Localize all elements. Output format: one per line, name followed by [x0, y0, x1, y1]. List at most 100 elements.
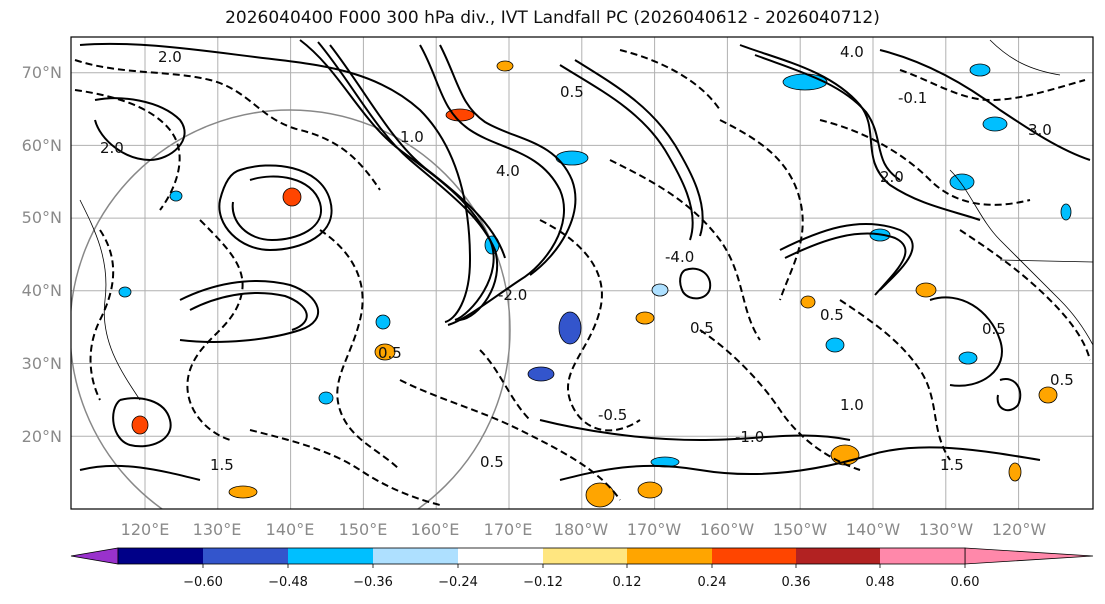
colorbar-tick-label: 0.48 [866, 575, 895, 590]
coastline [79, 199, 141, 401]
colorbar: −0.60 −0.48 −0.36 −0.24 −0.12 0.12 0.24 … [70, 547, 1094, 590]
latitude-axis: 70°N 60°N 50°N 40°N 30°N 20°N [22, 63, 62, 446]
coastlines [79, 39, 1093, 401]
contour-line [819, 119, 1031, 206]
patch-positive [637, 481, 663, 499]
contour-line [479, 349, 531, 421]
map-title: 2026040400 F000 300 hPa div., IVT Landfa… [225, 8, 880, 28]
patch-negative [949, 173, 975, 191]
lat-tick-label: 60°N [22, 136, 62, 155]
lat-tick-label: 70°N [22, 63, 62, 82]
contour-line [739, 44, 981, 221]
contour-line [89, 229, 115, 401]
contour-line [609, 159, 761, 341]
contour-label: -2.0 [498, 286, 527, 304]
gridlines [71, 37, 1093, 509]
contour-line [959, 229, 1091, 361]
contour-line [74, 59, 381, 191]
lat-tick-label: 50°N [22, 208, 62, 227]
patch-positive [1008, 462, 1022, 482]
contour-label: 4.0 [496, 162, 520, 180]
contour-line [699, 329, 861, 471]
contour-line [94, 97, 186, 162]
patch-positive [374, 343, 396, 361]
lon-tick-label: 140°E [266, 520, 315, 539]
contour-label: -4.0 [665, 248, 694, 266]
contour-line [112, 397, 172, 448]
patch-positive [915, 282, 937, 298]
patch-negative [318, 391, 334, 405]
patch-positive [131, 415, 149, 435]
contour-line [784, 232, 907, 296]
contour-label: 3.0 [1028, 121, 1052, 139]
contour-line [79, 42, 472, 323]
patch-negative [969, 63, 991, 77]
patch-positive [1038, 386, 1058, 404]
colorbar-tick-label: −0.48 [268, 575, 308, 590]
patch-negative [375, 314, 391, 330]
colorbar-bin [627, 548, 712, 564]
contour-label: -0.5 [598, 406, 627, 424]
contour-line [189, 291, 308, 331]
contour-line [74, 89, 181, 211]
coastline [949, 169, 1093, 346]
contour-line [179, 279, 320, 343]
lon-tick-label: 160°W [700, 520, 755, 539]
contour-line [539, 419, 851, 442]
colorbar-extend-max [964, 547, 1094, 565]
lon-tick-label: 120°W [992, 520, 1047, 539]
contour-label: -1.0 [735, 428, 764, 446]
lon-tick-label: 180°W [554, 520, 609, 539]
patch-positive [635, 311, 655, 325]
contour-label: 0.5 [378, 344, 402, 362]
colorbar-tick-label: −0.60 [183, 575, 223, 590]
colorbar-bin [796, 548, 880, 564]
lon-tick-label: 150°E [339, 520, 388, 539]
contour-line [879, 49, 1091, 161]
patch-positive [496, 60, 514, 72]
patch-negative [558, 311, 582, 345]
patch-negative [651, 283, 669, 297]
contour-label: 0.5 [1050, 371, 1074, 389]
contour-label: 1.0 [400, 128, 424, 146]
contour-label: 1.5 [940, 456, 964, 474]
contour-line [929, 296, 1003, 387]
contour-label: 2.0 [880, 168, 904, 186]
contour-line [317, 41, 498, 321]
contour-line [319, 229, 401, 471]
solid-contours [79, 39, 1091, 481]
colorbar-bin [203, 548, 288, 564]
contour-labels: 2.0 4.0 4.0 2.0 3.0 -0.1 -2.0 0.5 0.5 0.… [100, 43, 1074, 474]
longitude-axis: 120°E 130°E 140°E 150°E 160°E 170°E 180°… [121, 520, 1047, 539]
colorbar-bin [288, 548, 373, 564]
contour-line [996, 378, 1022, 412]
dashed-contours [74, 49, 1091, 506]
colorbar-ticks [202, 564, 966, 568]
lat-tick-label: 30°N [22, 354, 62, 373]
contour-label: -0.1 [898, 89, 927, 107]
contour-line [719, 119, 804, 301]
lon-tick-label: 160°E [411, 520, 460, 539]
contour-line [574, 59, 704, 237]
contour-line [559, 446, 1041, 481]
plot-frame [70, 36, 1094, 510]
patch-negative [527, 366, 555, 382]
colorbar-bin [543, 548, 627, 564]
contour-line [419, 44, 566, 326]
colorbar-extend-min [70, 547, 119, 565]
lon-tick-label: 120°E [121, 520, 170, 539]
patch-negative [1060, 203, 1072, 221]
colorbar-tick-label: −0.12 [523, 575, 563, 590]
region-circle [71, 109, 511, 509]
contour-label: 0.5 [690, 319, 714, 337]
lat-tick-label: 20°N [22, 427, 62, 446]
patch-positive [800, 295, 816, 309]
colorbar-tick-label: 0.36 [782, 575, 811, 590]
contour-label: 2.0 [100, 139, 124, 157]
colorbar-frame [117, 547, 966, 565]
colorbar-tick-label: −0.24 [438, 575, 478, 590]
lat-tick-label: 40°N [22, 281, 62, 300]
contour-line [218, 164, 333, 252]
contour-line [559, 64, 694, 241]
contour-line [186, 219, 244, 441]
